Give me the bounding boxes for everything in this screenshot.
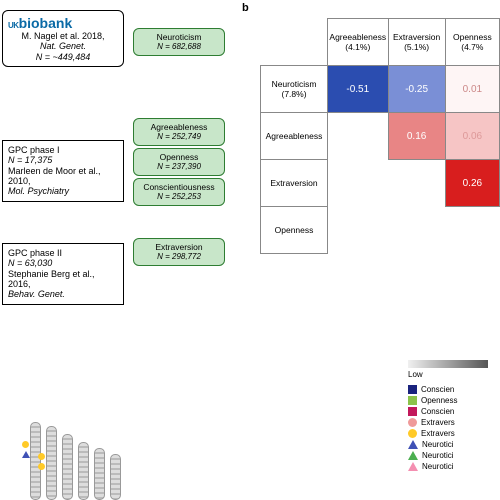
legend-label: Extravers <box>421 429 455 438</box>
legend-marker-icon <box>408 407 417 416</box>
col-header: Extraversion(5.1%) <box>388 19 445 66</box>
matrix-cell: 0.06 <box>445 113 499 160</box>
source-title: GPC phase II <box>8 248 118 258</box>
correlation-matrix: Agreeableness(4.1%) Extraversion(5.1%) O… <box>260 18 500 254</box>
legend-item: Conscien <box>408 385 500 394</box>
chromosome-bar <box>78 442 89 500</box>
source-box-biobank: UKbiobank M. Nagel et al. 2018, Nat. Gen… <box>2 10 124 67</box>
trait-box: ConscientiousnessN = 252,253 <box>133 178 225 206</box>
source-ref: M. Nagel et al. 2018, <box>8 31 118 41</box>
biobank-logo: UKbiobank <box>8 15 118 31</box>
source-title: GPC phase I <box>8 145 118 155</box>
source-n: N = ~449,484 <box>8 52 118 62</box>
hit-marker-icon <box>38 453 45 460</box>
row-header: Agreeableness <box>261 113 328 160</box>
legend-item: Openness <box>408 396 500 405</box>
source-ref: Stephanie Berg et al., 2016, <box>8 269 118 290</box>
legend-label: Neurotici <box>422 440 454 449</box>
gradient-bar <box>408 360 488 368</box>
chromosome-bar <box>94 448 105 500</box>
legend-item: Neurotici <box>408 451 500 460</box>
source-journal: Nat. Genet. <box>8 41 118 51</box>
chromosome-bar <box>30 422 41 500</box>
matrix-cell: -0.25 <box>388 66 445 113</box>
row-header: Openness <box>261 207 328 254</box>
source-box-gpc1: GPC phase I N = 17,375 Marleen de Moor e… <box>2 140 124 202</box>
legend-marker-icon <box>408 396 417 405</box>
legend-marker-icon <box>408 385 417 394</box>
trait-box: OpennessN = 237,390 <box>133 148 225 176</box>
matrix-cell: 0.01 <box>445 66 499 113</box>
legend-marker-icon <box>408 462 418 471</box>
col-header: Agreeableness(4.1%) <box>328 19 389 66</box>
source-journal: Behav. Genet. <box>8 289 118 299</box>
legend-label: Conscien <box>421 407 454 416</box>
panel-label-b: b <box>242 2 249 14</box>
matrix-cell: -0.51 <box>328 66 389 113</box>
chromosome-ideogram <box>0 390 130 500</box>
chromosome-bar <box>62 434 73 500</box>
legend-label: Neurotici <box>422 451 454 460</box>
hit-marker-icon <box>22 451 30 458</box>
legend-label: Conscien <box>421 385 454 394</box>
row-header: Neuroticism(7.8%) <box>261 66 328 113</box>
hit-marker-icon <box>22 441 29 448</box>
legend-item: Extravers <box>408 429 500 438</box>
col-header: Openness(4.7% <box>445 19 499 66</box>
trait-box: ExtraversionN = 298,772 <box>133 238 225 266</box>
chromosome-bar <box>46 426 57 500</box>
legend-label: Openness <box>421 396 457 405</box>
trait-box: AgreeablenessN = 252,749 <box>133 118 225 146</box>
legend-marker-icon <box>408 429 417 438</box>
legend-item: Neurotici <box>408 440 500 449</box>
trait-box: NeuroticismN = 682,688 <box>133 28 225 56</box>
legend-marker-icon <box>408 451 418 460</box>
legend-marker-icon <box>408 440 418 449</box>
source-box-gpc2: GPC phase II N = 63,030 Stephanie Berg e… <box>2 243 124 305</box>
legend-label: Neurotici <box>422 462 454 471</box>
gradient-label-low: Low <box>408 370 500 379</box>
source-n: N = 17,375 <box>8 155 118 165</box>
hit-marker-icon <box>38 463 45 470</box>
legend-label: Extravers <box>421 418 455 427</box>
legend: Low Conscien Openness Conscien Extravers Ext… <box>408 360 500 473</box>
source-n: N = 63,030 <box>8 258 118 268</box>
matrix-cell: 0.16 <box>388 113 445 160</box>
legend-item: Extravers <box>408 418 500 427</box>
legend-item: Neurotici <box>408 462 500 471</box>
chromosome-bar <box>110 454 121 500</box>
source-ref: Marleen de Moor et al., 2010, <box>8 166 118 187</box>
row-header: Extraversion <box>261 160 328 207</box>
source-journal: Mol. Psychiatry <box>8 186 118 196</box>
legend-item: Conscien <box>408 407 500 416</box>
legend-marker-icon <box>408 418 417 427</box>
matrix-cell: 0.26 <box>445 160 499 207</box>
